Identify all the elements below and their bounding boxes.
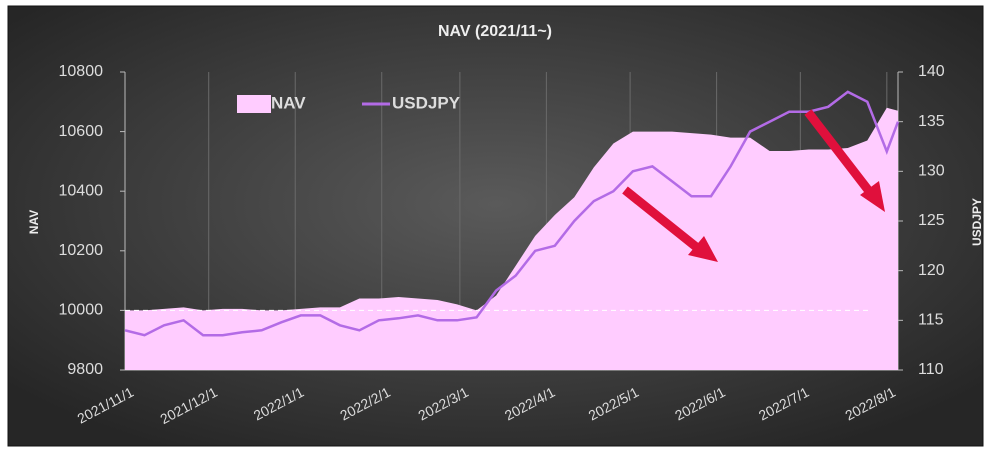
legend-label: USDJPY [392, 93, 461, 112]
y2-tick-label: 115 [918, 312, 944, 329]
legend-swatch [237, 95, 271, 113]
line [124, 90, 900, 337]
y-axis-label: NAV [27, 210, 41, 234]
y2-tick-label: 110 [918, 361, 944, 378]
arrow-head [688, 236, 718, 262]
y-tick-label: 10800 [59, 63, 104, 80]
annotation-arrows [622, 109, 885, 262]
y2-axis-label: USDJPY [970, 198, 984, 246]
arrow [804, 109, 876, 198]
y-tick-label: 10400 [59, 182, 104, 199]
area [125, 107, 898, 371]
y-tick-label: 10200 [59, 242, 104, 259]
y-tick-label: 10000 [59, 302, 104, 319]
legend-label: NAV [271, 93, 306, 112]
y-tick-label: 10600 [59, 123, 104, 140]
y2-tick-label: 135 [918, 113, 945, 130]
y-tick-label: 9800 [67, 361, 103, 378]
y2-tick-label: 125 [918, 212, 945, 229]
y2-tick-label: 120 [918, 262, 945, 279]
y2-tick-label: 130 [918, 163, 945, 180]
chart-title: NAV (2021/11~) [438, 23, 552, 40]
y2-tick-label: 140 [918, 63, 945, 80]
arrow [622, 186, 703, 254]
arrow-head [860, 181, 885, 212]
